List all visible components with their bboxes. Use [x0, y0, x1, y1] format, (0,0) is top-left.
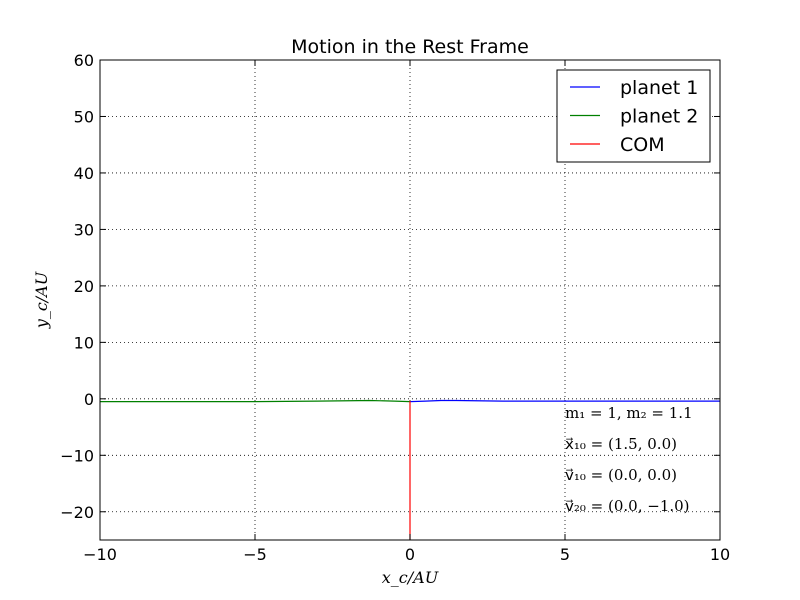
annotation-line: m₁ = 1, m₂ = 1.1 [565, 404, 693, 422]
x-axis-label: x_c/AU [382, 568, 439, 587]
series-line-2 [100, 399, 411, 403]
y-tick-label: 30 [74, 220, 94, 239]
x-tick-label: 5 [560, 545, 570, 564]
x-tick-label: −5 [243, 545, 267, 564]
legend-label: planet 1 [620, 77, 698, 99]
y-tick-label: −20 [60, 503, 94, 522]
annotation-line: x⃗₁₀ = (1.5, 0.0) [565, 435, 677, 453]
y-tick-label: 40 [74, 164, 94, 183]
x-tick-label: 0 [405, 545, 415, 564]
chart-title: Motion in the Rest Frame [291, 36, 529, 58]
y-tick-label: 50 [74, 107, 94, 126]
y-tick-label: 60 [74, 51, 94, 70]
annotation-line: v⃗₁₀ = (0.0, 0.0) [565, 466, 677, 484]
annotations: m₁ = 1, m₂ = 1.1 x⃗₁₀ = (1.5, 0.0) v⃗₁₀ = … [565, 404, 693, 515]
y-tick-label: −10 [60, 446, 94, 465]
legend: planet 1 planet 2 COM [556, 69, 711, 163]
x-tick-label: 10 [710, 545, 730, 564]
y-axis-label: y_c/AU [32, 271, 51, 329]
legend-label: planet 2 [620, 106, 698, 128]
series-line-1 [409, 399, 720, 403]
y-tick-label: 10 [74, 333, 94, 352]
legend-label: COM [620, 134, 665, 156]
x-tick-label: −10 [83, 545, 117, 564]
annotation-line: v⃗₂₀ = (0.0, −1.0) [565, 497, 690, 515]
ticks: −10 −5 0 5 10 −20 −10 0 10 20 30 40 50 60 [60, 51, 730, 564]
y-tick-label: 20 [74, 277, 94, 296]
y-tick-label: 0 [84, 390, 94, 409]
series-layer [100, 399, 720, 540]
